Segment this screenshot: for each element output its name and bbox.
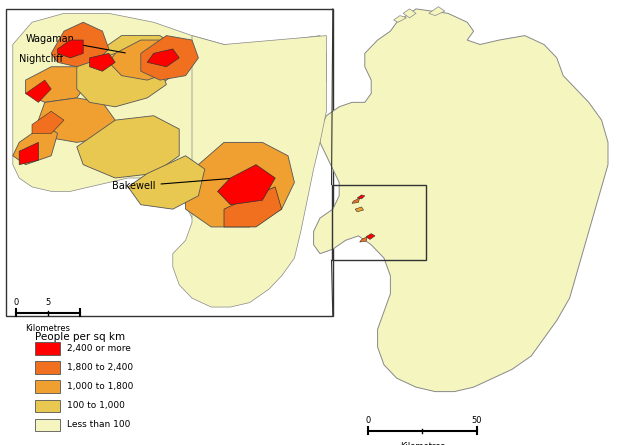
Text: Bakewell: Bakewell — [112, 178, 234, 191]
Bar — [35, 361, 60, 374]
Text: 50: 50 — [472, 417, 482, 425]
Text: 1,000 to 1,800: 1,000 to 1,800 — [67, 382, 134, 391]
Polygon shape — [90, 53, 115, 71]
Text: Kilometres: Kilometres — [400, 442, 445, 445]
Text: 0: 0 — [13, 299, 19, 307]
Text: Less than 100: Less than 100 — [67, 421, 131, 429]
Polygon shape — [38, 98, 115, 142]
Polygon shape — [147, 49, 179, 67]
Polygon shape — [173, 36, 326, 307]
Bar — [35, 400, 60, 412]
Text: 100 to 1,000: 100 to 1,000 — [67, 401, 125, 410]
Polygon shape — [77, 53, 166, 107]
Bar — [6, 9, 333, 316]
Polygon shape — [77, 116, 179, 178]
Polygon shape — [58, 40, 83, 58]
Text: Kilometres: Kilometres — [26, 324, 70, 333]
Polygon shape — [26, 80, 51, 102]
Polygon shape — [128, 156, 205, 209]
Polygon shape — [429, 7, 445, 16]
Text: People per sq km: People per sq km — [35, 332, 125, 341]
Text: 5: 5 — [45, 299, 51, 307]
Polygon shape — [357, 195, 365, 199]
Polygon shape — [186, 142, 294, 227]
Polygon shape — [224, 187, 282, 227]
Polygon shape — [19, 142, 38, 165]
Polygon shape — [218, 165, 275, 205]
Polygon shape — [51, 22, 109, 67]
Text: Wagaman: Wagaman — [26, 34, 125, 53]
Bar — [35, 380, 60, 393]
Polygon shape — [83, 36, 179, 89]
Polygon shape — [141, 36, 198, 80]
Text: Nightcliff: Nightcliff — [19, 50, 71, 64]
Polygon shape — [13, 125, 58, 165]
Polygon shape — [109, 40, 179, 80]
Polygon shape — [314, 9, 608, 392]
Polygon shape — [366, 234, 375, 239]
Text: 2,400 or more: 2,400 or more — [67, 344, 131, 353]
Polygon shape — [13, 13, 326, 258]
Bar — [35, 342, 60, 355]
Polygon shape — [394, 16, 406, 22]
Polygon shape — [360, 237, 367, 242]
Bar — [35, 419, 60, 431]
Bar — [332, 185, 426, 260]
Polygon shape — [32, 111, 64, 134]
Text: 0: 0 — [365, 417, 371, 425]
Polygon shape — [352, 198, 360, 203]
Polygon shape — [355, 207, 364, 212]
Text: 1,800 to 2,400: 1,800 to 2,400 — [67, 363, 133, 372]
Polygon shape — [26, 67, 90, 102]
Polygon shape — [403, 9, 416, 18]
